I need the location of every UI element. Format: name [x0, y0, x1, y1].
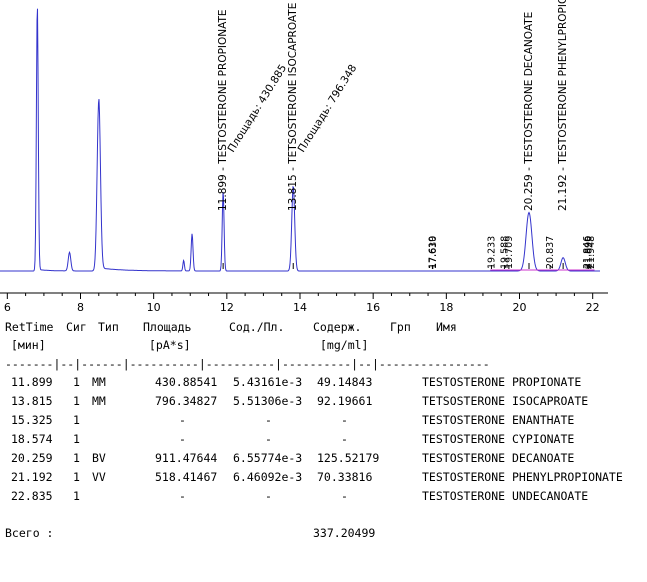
cell-signal: 1 — [73, 470, 80, 484]
cell-ratio: 5.51306e-3 — [233, 394, 303, 408]
cell-signal: 1 — [73, 394, 80, 408]
cell-area: 430.88541 — [155, 375, 218, 389]
header-type: Тип — [98, 320, 119, 334]
cell-type: MM — [92, 394, 106, 408]
cell-name: TESTOSTERONE ENANTHATE — [422, 413, 575, 427]
cell-rettime: 13.815 — [11, 394, 53, 408]
cell-name: TESTOSTERONE PROPIONATE — [422, 375, 582, 389]
cell-type: MM — [92, 375, 106, 389]
minor-peak-label: 19.588 — [499, 236, 510, 269]
x-tick-label: 12 — [220, 301, 234, 314]
cell-amount: 49.14843 — [317, 375, 373, 389]
minor-peak-label: 19.233 — [486, 236, 497, 269]
cell-name: TESTOSTERONE UNDECANOATE — [422, 489, 589, 503]
report-header-row: RetTime Сиг Тип Площадь Сод./Пл. Содерж.… — [5, 320, 457, 460]
minor-peak-label: 17.619 — [427, 236, 438, 269]
unit-minutes: [мин] — [11, 338, 46, 352]
x-tick-label: 22 — [586, 301, 600, 314]
cell-amount: 92.19661 — [317, 394, 373, 408]
peak-label: 21.192 - TESTOSTERONE PHENYLPROPIONATE — [557, 0, 569, 211]
unit-area: [pA*s] — [149, 338, 191, 352]
total-value: 337.20499 — [313, 526, 376, 540]
cell-rettime: 15.325 — [11, 413, 53, 427]
minor-peak-label: 21.948 — [586, 236, 597, 269]
cell-amount: 125.52179 — [317, 451, 380, 465]
peak-area-label: Площадь: 796.348 — [296, 62, 360, 154]
cell-area: - — [179, 413, 186, 427]
header-signal: Сиг — [66, 320, 87, 334]
signal-trace — [0, 8, 600, 272]
x-tick-label: 10 — [147, 301, 161, 314]
x-tick-label: 8 — [77, 301, 84, 314]
minor-peak-label: 21.846 — [582, 236, 593, 269]
report-table: RetTime Сиг Тип Площадь Сод./Пл. Содерж.… — [0, 320, 647, 544]
cell-amount: - — [341, 432, 348, 446]
cell-area: 911.47644 — [155, 451, 218, 465]
minor-peak-label: 20.837 — [545, 236, 556, 269]
cell-ratio: 6.55774e-3 — [233, 451, 303, 465]
minor-peak-label: 21.890 — [584, 236, 595, 269]
x-tick-label: 20 — [513, 301, 527, 314]
cell-rettime: 22.835 — [11, 489, 53, 503]
report-total-row: Всего : 337.20499 — [5, 526, 375, 582]
cell-signal: 1 — [73, 375, 80, 389]
cell-name: TESTOSTERONE PHENYLPROPIONATE — [422, 470, 623, 484]
cell-area: 518.41467 — [155, 470, 218, 484]
header-rettime: RetTime — [5, 320, 54, 334]
report-separator: -------|--|------|----------|----------|… — [5, 357, 490, 371]
peak-label: 11.899 - TESTOSTERONE PROPIONATE — [217, 9, 229, 211]
x-axis: 6 8 10 12 14 16 18 20 22 — [0, 292, 608, 314]
cell-name: TESTOSTERONE CYPIONATE — [422, 432, 575, 446]
minor-peak-label: 17.630 — [428, 236, 439, 269]
cell-rettime: 21.192 — [11, 470, 53, 484]
cell-signal: 1 — [73, 413, 80, 427]
peak-area-label: Площадь: 430.885 — [226, 62, 290, 154]
cell-area: - — [179, 489, 186, 503]
x-tick-label: 18 — [439, 301, 453, 314]
cell-signal: 1 — [73, 451, 80, 465]
peak-labels: 11.899 - TESTOSTERONE PROPIONATEПлощадь:… — [217, 0, 597, 271]
header-ratio: Сод./Пл. — [229, 320, 285, 334]
cell-amount: 70.33816 — [317, 470, 373, 484]
peak-label: 13.815 - TETSOSTERONE ISOCAPROATE — [287, 3, 299, 211]
cell-name: TESTOSTERONE DECANOATE — [422, 451, 575, 465]
cell-ratio: - — [265, 489, 272, 503]
cell-name: TETSOSTERONE ISOCAPROATE — [422, 394, 589, 408]
cell-type: BV — [92, 451, 106, 465]
minor-peak-label: 19.709 — [504, 236, 515, 269]
cell-rettime: 18.574 — [11, 432, 53, 446]
cell-signal: 1 — [73, 432, 80, 446]
cell-rettime: 20.259 — [11, 451, 53, 465]
cell-ratio: - — [265, 432, 272, 446]
cell-ratio: 6.46092e-3 — [233, 470, 303, 484]
header-name: Имя — [436, 320, 457, 334]
report-units-row: [мин] [pA*s] [mg/ml] — [5, 338, 368, 408]
cell-signal: 1 — [73, 489, 80, 503]
x-tick-label: 6 — [4, 301, 11, 314]
x-tick-label: 16 — [366, 301, 380, 314]
cell-type: VV — [92, 470, 106, 484]
cell-rettime: 11.899 — [11, 375, 53, 389]
cell-amount: - — [341, 489, 348, 503]
unit-amount: [mg/ml] — [320, 338, 369, 352]
cell-area: 796.34827 — [155, 394, 218, 408]
cell-ratio: 5.43161e-3 — [233, 375, 303, 389]
header-group: Грп — [390, 320, 411, 334]
total-label: Всего : — [5, 526, 54, 540]
x-tick-label: 14 — [293, 301, 307, 314]
cell-amount: - — [341, 413, 348, 427]
peak-label: 20.259 - TESTOSTERONE DECANOATE — [523, 12, 535, 211]
chromatogram: 6 8 10 12 14 16 18 20 22 11.899 - TESTOSTERONE P… — [0, 0, 608, 314]
cell-area: - — [179, 432, 186, 446]
header-amount: Содерж. — [313, 320, 362, 334]
cell-ratio: - — [265, 413, 272, 427]
header-area: Площадь — [143, 320, 192, 334]
